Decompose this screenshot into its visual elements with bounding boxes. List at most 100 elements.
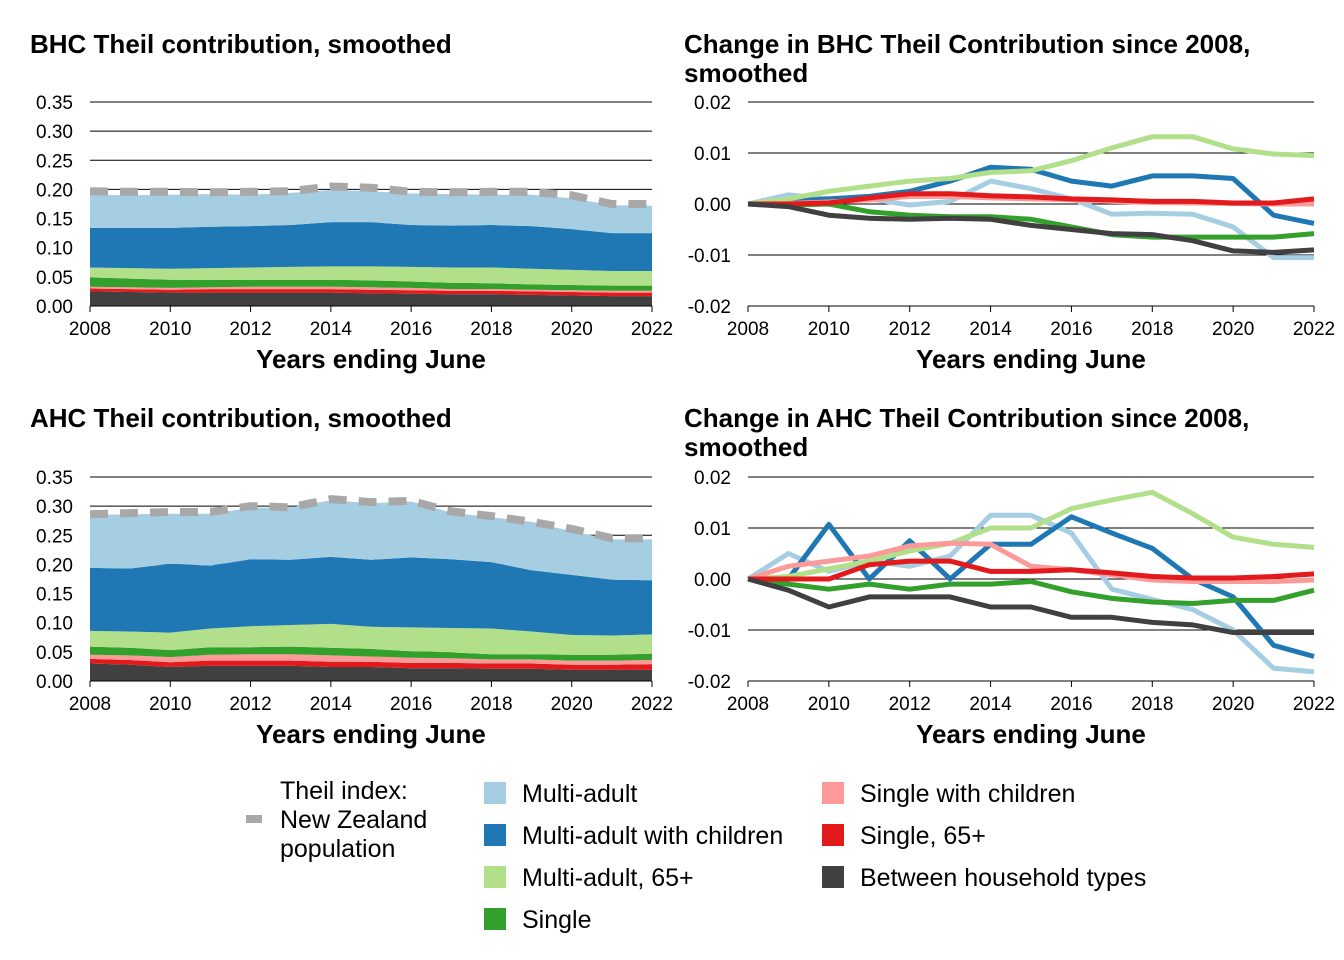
x-tick-label: 2012 — [229, 694, 271, 715]
area-single — [90, 277, 652, 291]
y-tick-label: -0.02 — [688, 672, 731, 693]
x-tick-label: 2010 — [149, 319, 191, 340]
y-tick-label: 0.02 — [694, 468, 731, 489]
x-tick-label: 2012 — [889, 319, 931, 340]
x-tick-label: 2016 — [1050, 319, 1092, 340]
x-tick-label: 2020 — [551, 694, 593, 715]
legend-swatch — [484, 782, 506, 804]
y-tick-label: 0.00 — [694, 195, 731, 216]
x-axis-title: Years ending June — [256, 344, 486, 374]
legend-dash-swatch — [246, 815, 262, 823]
x-tick-label: 2010 — [149, 694, 191, 715]
y-tick-label: 0.10 — [36, 239, 73, 260]
line-multi-adult-65 — [747, 489, 1315, 582]
y-tick-label: 0.25 — [36, 526, 73, 547]
x-tick-label: 2012 — [229, 319, 271, 340]
x-tick-label: 2018 — [470, 694, 512, 715]
y-tick-label: 0.05 — [36, 268, 73, 289]
line-single — [747, 576, 1315, 606]
area-multi-adult — [90, 190, 652, 234]
y-tick-label: 0.15 — [36, 210, 73, 231]
y-tick-label: 0.15 — [36, 585, 73, 606]
y-tick-label: -0.01 — [688, 621, 731, 642]
area-single — [90, 646, 652, 661]
legend-label: Multi-adult — [522, 780, 638, 808]
legend-label: Single, 65+ — [860, 822, 986, 850]
line-multi-adult-with-children — [748, 514, 1315, 659]
x-tick-label: 2014 — [310, 319, 353, 340]
theil-index-line — [89, 495, 652, 543]
legend-label: Multi-adult with children — [522, 822, 784, 850]
legend-swatch — [822, 824, 844, 846]
y-tick-label: 0.00 — [694, 570, 731, 591]
x-tick-label: 2008 — [69, 319, 111, 340]
x-tick-label: 2016 — [1050, 694, 1092, 715]
y-tick-label: 0.35 — [36, 468, 73, 489]
y-tick-label: 0.10 — [36, 614, 73, 635]
line-single — [747, 201, 1315, 240]
y-tick-label: 0.01 — [694, 519, 731, 540]
panel-title-bhc-contribution: BHC Theil contribution, smoothed — [30, 29, 452, 59]
line-single-with-children — [747, 540, 1315, 584]
y-tick-label: -0.01 — [688, 246, 731, 267]
y-tick-label: 0.05 — [36, 643, 73, 664]
chart-panel-1: 0.00 0.05 0.10 0.15 0.20 0.25 0.30 0.35 2008 2010… — [36, 93, 673, 374]
x-tick-label: 2016 — [390, 694, 432, 715]
legend-swatch — [822, 866, 844, 888]
legend-swatch — [484, 908, 506, 930]
area-multi-adult-65 — [90, 623, 652, 655]
line-single-65 — [748, 558, 1315, 582]
panel-title-ahc-change: Change in AHC Theil Contribution since 2… — [684, 403, 1250, 462]
theil-index-line — [89, 182, 652, 208]
area-single-65 — [90, 658, 652, 670]
y-tick-label: 0.30 — [36, 122, 73, 143]
x-tick-label: 2020 — [1212, 319, 1254, 340]
area-multi-adult-65 — [90, 266, 652, 286]
y-tick-label: 0.20 — [36, 555, 73, 576]
legend-swatch — [484, 824, 506, 846]
y-tick-label: 0.00 — [36, 297, 73, 318]
x-tick-label: 2012 — [889, 694, 931, 715]
x-tick-label: 2014 — [969, 319, 1012, 340]
x-tick-label: 2010 — [808, 319, 850, 340]
y-tick-label: -0.02 — [688, 297, 731, 318]
panel-title-ahc-contribution: AHC Theil contribution, smoothed — [30, 403, 452, 433]
chart-panel-4: -0.02 -0.01 0.00 0.01 0.02 2008 2010 2012 2014 20… — [688, 468, 1335, 749]
x-tick-label: 2008 — [727, 694, 769, 715]
x-tick-label: 2014 — [310, 694, 353, 715]
area-single-with-children — [90, 654, 652, 665]
x-tick-label: 2018 — [470, 319, 512, 340]
x-tick-label: 2014 — [969, 694, 1012, 715]
line-multi-adult-65 — [747, 134, 1315, 207]
legend-label: Multi-adult, 65+ — [522, 864, 694, 892]
x-tick-label: 2022 — [631, 694, 673, 715]
y-tick-label: 0.35 — [36, 93, 73, 114]
y-tick-label: 0.20 — [36, 180, 73, 201]
chart-panel-2: -0.02 -0.01 0.00 0.01 0.02 2008 2010 2012 2014 20… — [688, 93, 1335, 374]
x-tick-label: 2010 — [808, 694, 850, 715]
y-tick-label: 0.30 — [36, 497, 73, 518]
y-tick-label: 0.00 — [36, 672, 73, 693]
area-between-household-types — [90, 663, 652, 681]
area-single-with-children — [90, 286, 652, 293]
area-multi-adult-with-children — [90, 222, 652, 271]
legend-label: Single — [522, 906, 592, 934]
area-multi-adult-with-children — [90, 556, 652, 636]
legend-theil-line1: Theil index: — [280, 777, 408, 805]
x-axis-title: Years ending June — [256, 719, 486, 749]
y-tick-label: 0.01 — [694, 144, 731, 165]
y-tick-label: 0.02 — [694, 93, 731, 114]
legend-label: Single with children — [860, 780, 1076, 808]
x-tick-label: 2008 — [69, 694, 111, 715]
x-tick-label: 2016 — [390, 319, 432, 340]
x-axis-title: Years ending June — [916, 344, 1146, 374]
legend-label-theil: Theil index: New Zealand population — [280, 777, 427, 864]
panel-title-bhc-change: Change in BHC Theil Contribution since 2… — [684, 29, 1251, 88]
x-tick-label: 2018 — [1131, 694, 1173, 715]
x-tick-label: 2018 — [1131, 319, 1173, 340]
x-tick-label: 2022 — [1293, 319, 1335, 340]
y-tick-label: 0.25 — [36, 151, 73, 172]
line-between-household-types — [747, 576, 1314, 635]
line-between-household-types — [747, 201, 1315, 255]
